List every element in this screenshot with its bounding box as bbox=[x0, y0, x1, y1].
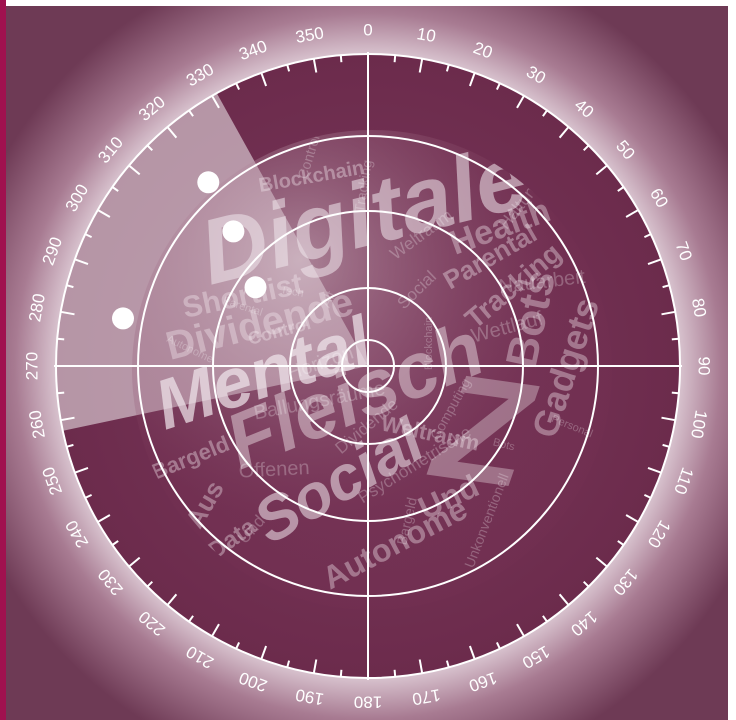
bearing-tick bbox=[128, 164, 141, 176]
bearing-tick bbox=[66, 284, 74, 289]
bearing-tick bbox=[74, 466, 89, 474]
bearing-tick bbox=[393, 55, 397, 63]
bearing-tick bbox=[166, 126, 178, 139]
radar-blip bbox=[222, 220, 245, 243]
bearing-tick bbox=[662, 443, 670, 448]
radar-blip bbox=[244, 276, 267, 299]
bearing-tick bbox=[166, 593, 178, 606]
right-margin bbox=[728, 0, 736, 720]
bearing-tick bbox=[60, 416, 75, 422]
bearing-tick bbox=[418, 659, 424, 674]
bearing-tick bbox=[582, 144, 590, 152]
bearing-tick bbox=[558, 126, 570, 139]
bearing-tick bbox=[128, 556, 141, 568]
bearing-tick bbox=[97, 209, 111, 218]
bearing-label: 10 bbox=[415, 24, 437, 46]
bearing-tick bbox=[339, 669, 343, 677]
bearing-tick bbox=[339, 55, 343, 63]
bearing-tick bbox=[558, 593, 570, 606]
bearing-tick bbox=[647, 466, 662, 474]
bearing-label: 190 bbox=[294, 685, 325, 709]
bearing-tick bbox=[235, 82, 241, 91]
bearing-label: 100 bbox=[687, 409, 711, 440]
bearing-tick bbox=[617, 540, 625, 546]
bearing-tick bbox=[211, 95, 220, 109]
bearing-tick bbox=[312, 58, 318, 73]
radar-blip bbox=[112, 307, 134, 330]
cloud-word: Offenen bbox=[238, 457, 310, 483]
bearing-tick bbox=[542, 615, 548, 623]
bearing-tick bbox=[97, 514, 111, 523]
bearing-tick bbox=[595, 164, 608, 176]
cloud-word: Tech bbox=[280, 284, 305, 300]
bearing-label: 280 bbox=[25, 292, 49, 323]
bearing-tick bbox=[188, 109, 194, 117]
bearing-tick bbox=[286, 660, 291, 668]
bearing-tick bbox=[60, 310, 75, 316]
bearing-label: 170 bbox=[411, 685, 442, 709]
bearing-tick bbox=[260, 645, 268, 660]
bearing-tick bbox=[66, 443, 74, 448]
bearing-tick bbox=[542, 109, 548, 117]
bearing-tick bbox=[84, 493, 93, 499]
bearing-tick bbox=[260, 72, 268, 87]
bearing-tick bbox=[661, 310, 676, 316]
bearing-tick bbox=[111, 540, 119, 546]
bearing-label: 90 bbox=[695, 357, 714, 376]
bearing-tick bbox=[643, 233, 652, 239]
bearing-tick bbox=[418, 58, 424, 73]
bearing-label: 350 bbox=[294, 23, 325, 47]
bearing-tick bbox=[595, 556, 608, 568]
cloud-word: Blockchain bbox=[423, 317, 435, 370]
bearing-label: 180 bbox=[354, 693, 382, 712]
radar-blip bbox=[197, 171, 220, 194]
bearing-tick bbox=[235, 641, 241, 650]
bearing-tick bbox=[111, 186, 119, 192]
bearing-tick bbox=[146, 144, 154, 152]
bearing-tick bbox=[57, 391, 65, 395]
bearing-tick bbox=[445, 660, 450, 668]
bearing-tick bbox=[312, 659, 318, 674]
bearing-tick bbox=[516, 623, 525, 637]
bearing-tick bbox=[516, 95, 525, 109]
bearing-label: 270 bbox=[23, 352, 42, 380]
bearing-tick bbox=[468, 645, 476, 660]
bearing-tick bbox=[146, 580, 154, 588]
bearing-tick bbox=[647, 258, 662, 266]
bearing-label: 80 bbox=[688, 297, 710, 319]
bearing-tick bbox=[57, 337, 65, 341]
bearing-label: 0 bbox=[363, 21, 372, 40]
bearing-tick bbox=[286, 64, 291, 72]
bearing-tick bbox=[625, 209, 639, 218]
bearing-tick bbox=[661, 416, 676, 422]
bearing-tick bbox=[495, 641, 501, 650]
bearing-tick bbox=[643, 493, 652, 499]
radar-svg: DigitaleMentalFleischSocialZDividendeSho… bbox=[6, 6, 728, 720]
bearing-label: 260 bbox=[25, 409, 49, 440]
word-sphere bbox=[132, 130, 612, 610]
bearing-tick bbox=[211, 623, 220, 637]
bearing-tick bbox=[445, 64, 450, 72]
bearing-tick bbox=[74, 258, 89, 266]
bearing-tick bbox=[468, 72, 476, 87]
bearing-tick bbox=[393, 669, 397, 677]
bearing-tick bbox=[625, 514, 639, 523]
bearing-tick bbox=[671, 337, 679, 341]
bearing-tick bbox=[662, 284, 670, 289]
accent-strip bbox=[0, 0, 6, 720]
bearing-tick bbox=[188, 615, 194, 623]
bearing-tick bbox=[617, 186, 625, 192]
bearing-tick bbox=[671, 391, 679, 395]
bearing-tick bbox=[84, 233, 93, 239]
bearing-tick bbox=[582, 580, 590, 588]
radar-panel: Digitale Mental Fleisch Social Z Dividende Sho… bbox=[6, 6, 728, 720]
bearing-tick bbox=[495, 82, 501, 91]
